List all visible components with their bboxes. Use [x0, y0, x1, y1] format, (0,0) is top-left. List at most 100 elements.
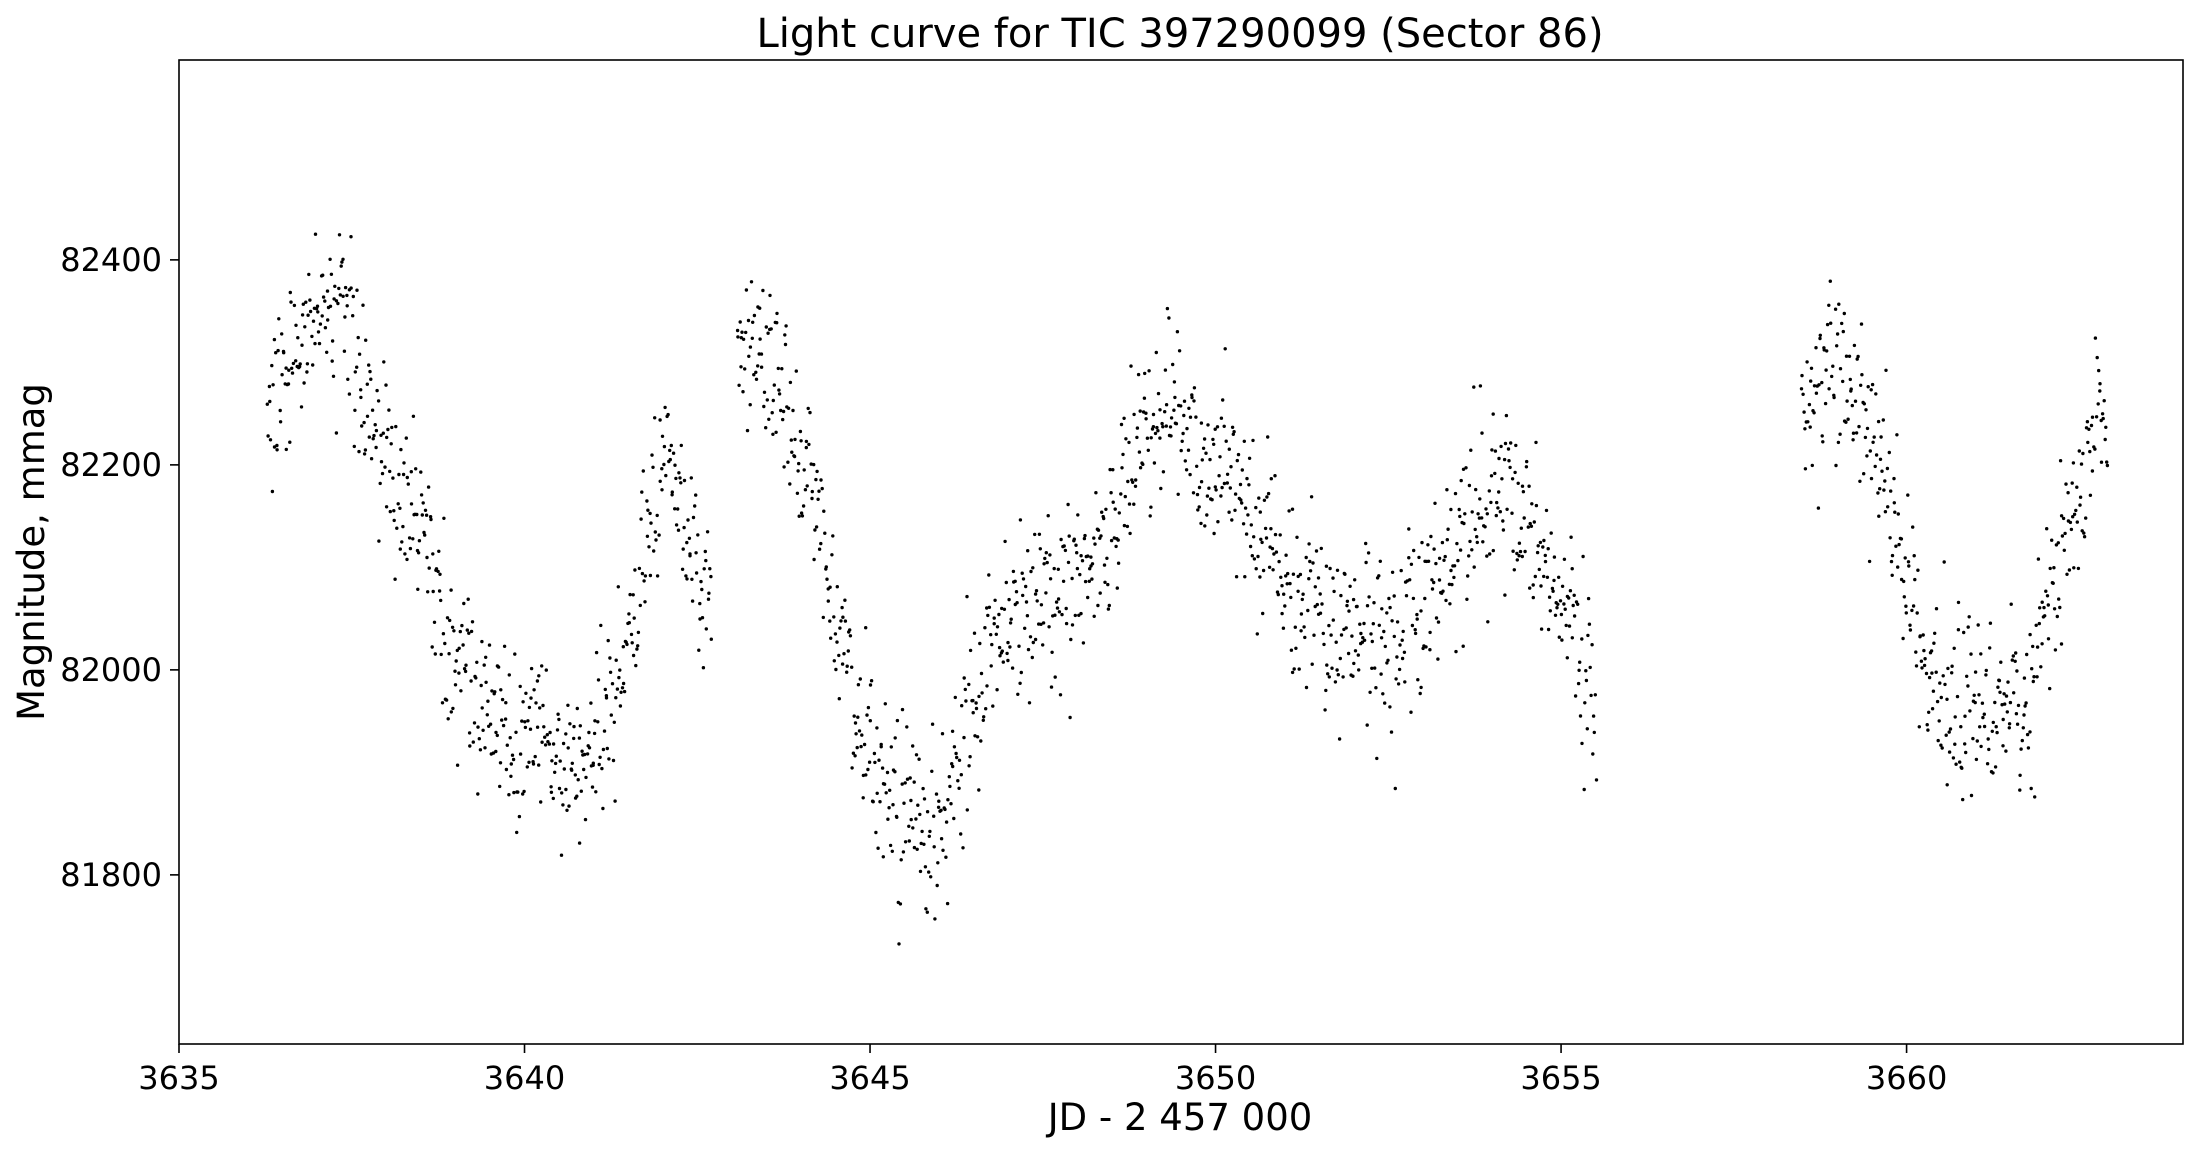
data-point: [404, 436, 408, 440]
data-point: [1248, 544, 1253, 549]
data-point: [670, 490, 674, 494]
data-point: [318, 322, 323, 326]
data-point: [1534, 440, 1538, 445]
data-point: [1862, 472, 1866, 476]
data-point: [1299, 629, 1303, 633]
data-point: [1230, 425, 1235, 429]
data-point: [897, 942, 901, 946]
data-point: [394, 424, 398, 429]
data-point: [1123, 494, 1128, 499]
data-point: [1514, 443, 1518, 448]
data-point: [284, 366, 288, 370]
data-point: [2072, 566, 2076, 570]
data-point: [2067, 568, 2072, 572]
data-point: [1287, 509, 1291, 513]
data-point: [1386, 658, 1390, 662]
data-point: [771, 432, 775, 436]
data-point: [523, 725, 528, 730]
data-point: [583, 817, 588, 822]
data-point: [1499, 444, 1503, 449]
data-point: [386, 427, 390, 432]
data-point: [1046, 514, 1050, 518]
data-point: [1068, 715, 1072, 720]
data-point: [615, 687, 620, 691]
data-point: [2093, 336, 2098, 340]
data-point: [1075, 551, 1079, 555]
data-point: [1472, 385, 1476, 389]
data-point: [1307, 542, 1311, 546]
data-point: [1999, 660, 2003, 664]
data-point: [1385, 661, 1389, 665]
data-point: [1061, 579, 1066, 583]
data-point: [1988, 621, 1993, 625]
data-point: [420, 513, 424, 517]
data-point: [1964, 750, 1968, 755]
data-point: [427, 566, 431, 570]
data-point: [331, 374, 336, 378]
data-point: [914, 817, 918, 821]
data-point: [657, 533, 661, 537]
data-point: [854, 732, 858, 736]
data-point: [316, 330, 321, 334]
data-point: [1809, 379, 1813, 383]
data-point: [1172, 380, 1177, 384]
data-point: [639, 517, 643, 521]
data-point: [648, 511, 652, 516]
data-point: [1308, 569, 1313, 573]
data-point: [903, 840, 908, 844]
data-point: [747, 354, 751, 358]
data-point: [1424, 645, 1428, 649]
data-point: [1467, 554, 1471, 558]
data-point: [2046, 637, 2051, 641]
data-point: [2018, 773, 2022, 777]
data-point: [1119, 422, 1124, 427]
data-point: [1089, 555, 1093, 559]
data-point: [860, 733, 864, 737]
data-point: [1939, 695, 1944, 700]
data-point: [596, 678, 601, 682]
data-point: [1982, 712, 1987, 716]
data-point: [572, 736, 576, 741]
data-point: [1971, 736, 1975, 741]
data-point: [1290, 507, 1295, 511]
data-point: [584, 775, 588, 780]
data-point: [575, 794, 579, 798]
data-point: [2060, 534, 2065, 538]
data-point: [271, 383, 275, 387]
data-point: [788, 380, 793, 385]
data-point: [861, 796, 865, 800]
data-point: [1988, 646, 1992, 650]
data-point: [2086, 440, 2090, 445]
data-point: [819, 541, 823, 546]
data-point: [1370, 639, 1375, 644]
data-point: [1933, 631, 1937, 635]
data-point: [2095, 355, 2099, 360]
x-axis: 3635 3640 3645 3650 3655 3660: [138, 1044, 1947, 1097]
data-point: [323, 326, 328, 330]
data-point: [673, 463, 677, 467]
data-point: [1858, 479, 1862, 483]
data-point: [1149, 436, 1153, 440]
data-point: [521, 700, 525, 704]
data-point: [1369, 632, 1373, 636]
data-point: [1232, 430, 1236, 434]
data-point: [646, 508, 650, 512]
chart-title: Light curve for TIC 397290099 (Sector 86…: [756, 11, 1603, 57]
data-point: [2031, 644, 2035, 649]
data-point: [2006, 680, 2010, 684]
data-point: [1132, 412, 1136, 417]
data-point: [1436, 620, 1441, 624]
data-point: [453, 669, 457, 673]
data-point: [1576, 602, 1580, 606]
data-point: [1014, 590, 1019, 594]
data-point: [416, 587, 420, 591]
data-point: [1465, 597, 1469, 601]
data-point: [900, 782, 904, 786]
data-point: [1039, 603, 1044, 607]
data-point: [1990, 729, 1995, 733]
data-point: [1950, 671, 1954, 675]
data-point: [1998, 690, 2002, 694]
data-point: [605, 746, 609, 751]
data-point: [1896, 512, 1901, 516]
data-point: [1059, 537, 1063, 542]
